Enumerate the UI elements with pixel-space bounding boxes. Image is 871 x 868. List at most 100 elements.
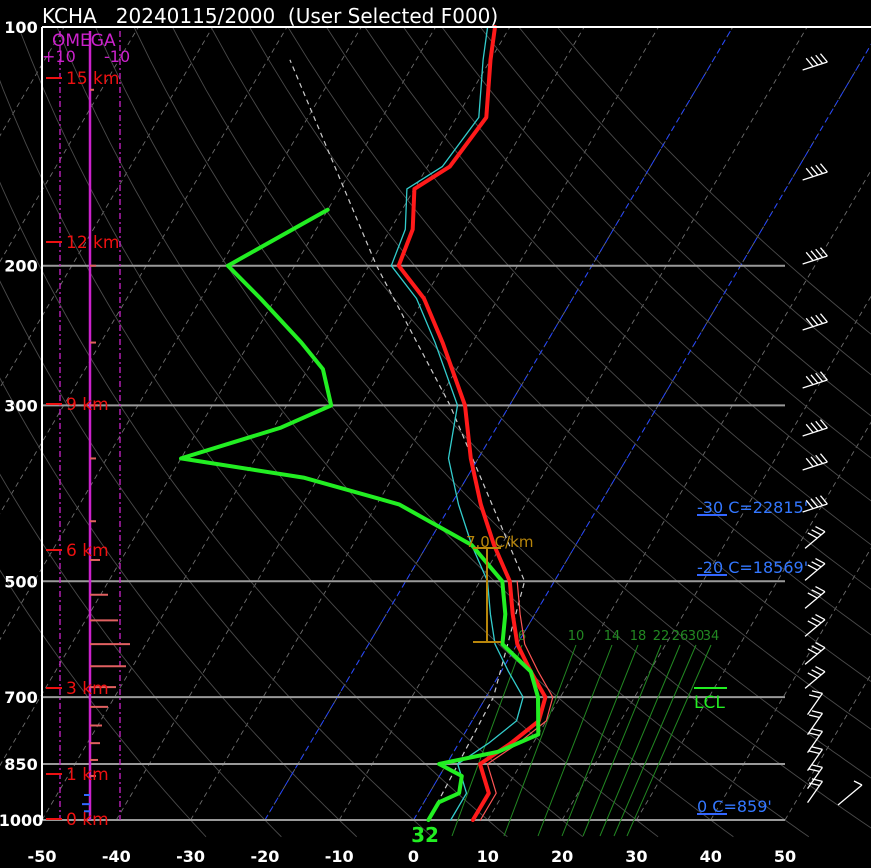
wind-barb-flag [811, 690, 823, 694]
mixing-ratio-label: 18 [630, 629, 647, 644]
temperature-tick-label: -30 [176, 847, 205, 866]
mixing-ratio-line [613, 644, 697, 837]
surface-value: 32 [411, 823, 439, 847]
lapse-rate-label: 7.0 C/km [466, 533, 533, 551]
wind-barb [802, 371, 828, 389]
mixing-ratio-line [451, 644, 523, 837]
wind-barb-staff [802, 427, 828, 437]
wind-barb-staff [807, 766, 823, 790]
dry-adiabat [0, 181, 508, 838]
wind-barb-flag [805, 375, 814, 386]
omega-panel: OMEGA+10 -10 [42, 31, 130, 820]
mixing-ratio-label: 30 [688, 629, 705, 644]
temperature-tick-label: -50 [28, 847, 57, 866]
wind-barb-flag [815, 454, 824, 464]
temperature-tick-label: 40 [700, 847, 722, 866]
wind-barb-staff [807, 748, 823, 772]
wind-barb [802, 495, 828, 513]
mixing-ratio-label: 26 [672, 629, 689, 644]
isotherm-line [0, 26, 288, 515]
wind-barb-flag [819, 247, 828, 257]
wind-barb [807, 746, 823, 772]
wind-barb-flag [805, 57, 814, 68]
wind-barb-flag [819, 313, 828, 323]
wind-barb-flag [853, 780, 863, 786]
wind-barb-staff [802, 461, 828, 471]
wind-barb-flag [811, 778, 823, 782]
wind-barb-flag [807, 648, 818, 655]
grid-lines [0, 26, 871, 838]
mixing-ratio-line [626, 644, 712, 837]
wind-barb-staff [804, 531, 826, 549]
wind-barb-flag [810, 56, 819, 66]
mixing-ratio-line [599, 644, 681, 837]
height-label: 12 km [66, 233, 119, 253]
isotherm-line [0, 26, 214, 389]
annotations: 15 km 12 km 9 km 6 km 3 km 1 km 0 km 7.0 C/km -3… [46, 69, 808, 847]
wind-barb-flag [811, 710, 823, 714]
wind-barb-flag [810, 316, 819, 326]
wind-barb [804, 557, 826, 581]
pressure-tick-label: 850 [4, 755, 37, 774]
temperature-tick-label: 50 [774, 847, 796, 866]
wind-barb-staff [807, 692, 823, 716]
wind-barb-flag [819, 495, 828, 505]
wind-barb-flag [805, 457, 814, 468]
height-label: 1 km [66, 765, 109, 785]
omega-plus-label: +10 [42, 47, 76, 66]
wind-barb-flag [808, 732, 820, 737]
dry-adiabat [403, 26, 871, 502]
wind-barb [802, 163, 828, 181]
wind-barb-flag [815, 372, 824, 382]
wind-barb-flag [810, 498, 819, 508]
wind-barb-staff [802, 61, 828, 71]
height-label: 15 km [66, 69, 119, 89]
wind-barb [804, 665, 826, 689]
wind-barb-flag [819, 419, 828, 429]
highlight-isotherm [413, 43, 871, 821]
isotherm-line [115, 26, 585, 821]
isotherm-line [0, 26, 436, 767]
dry-adiabat [441, 26, 871, 459]
profile-lines [179, 25, 554, 822]
wind-barb [804, 525, 826, 549]
temperature-line [396, 25, 548, 822]
wind-barb [807, 778, 823, 804]
wind-barb-flag [819, 53, 828, 63]
temperature-tick-label: -20 [250, 847, 279, 866]
dewpoint-line [179, 207, 541, 822]
wind-barb-flag [811, 617, 822, 624]
wind-barb-flag [811, 561, 822, 568]
mixing-ratio-label: 10 [568, 629, 585, 644]
wetbulb-line [390, 26, 524, 821]
dry-adiabat [287, 26, 871, 636]
wind-barb-flag [811, 645, 822, 652]
wind-barb-staff [804, 563, 826, 581]
wind-barb [802, 419, 828, 437]
mixing-ratio-line [503, 644, 577, 837]
omega-minus-label: -10 [104, 47, 130, 66]
wind-barb [837, 780, 863, 806]
wind-barb-flag [807, 620, 818, 627]
wind-barb-flag [815, 641, 826, 649]
wind-barb-flag [810, 422, 819, 432]
wind-barb-staff [802, 379, 828, 389]
isotherm-line [561, 295, 871, 821]
isotherm-line [487, 169, 871, 821]
wind-barb-flag [810, 250, 819, 260]
wind-barb-staff [837, 784, 863, 806]
wind-barb-flag [815, 557, 826, 565]
wind-barb [802, 247, 828, 265]
level-label: 0 C=859' [697, 797, 772, 816]
wind-barb-flag [815, 248, 824, 258]
dry-adiabat [518, 26, 871, 376]
wind-barb [804, 641, 826, 665]
level-label: -20 C=18569' [697, 558, 808, 577]
wind-barb-staff [804, 619, 826, 637]
wind-barb [804, 613, 826, 637]
wind-barb-flag [808, 750, 820, 755]
wind-barb-flag [811, 746, 823, 750]
wind-barbs [802, 53, 863, 806]
